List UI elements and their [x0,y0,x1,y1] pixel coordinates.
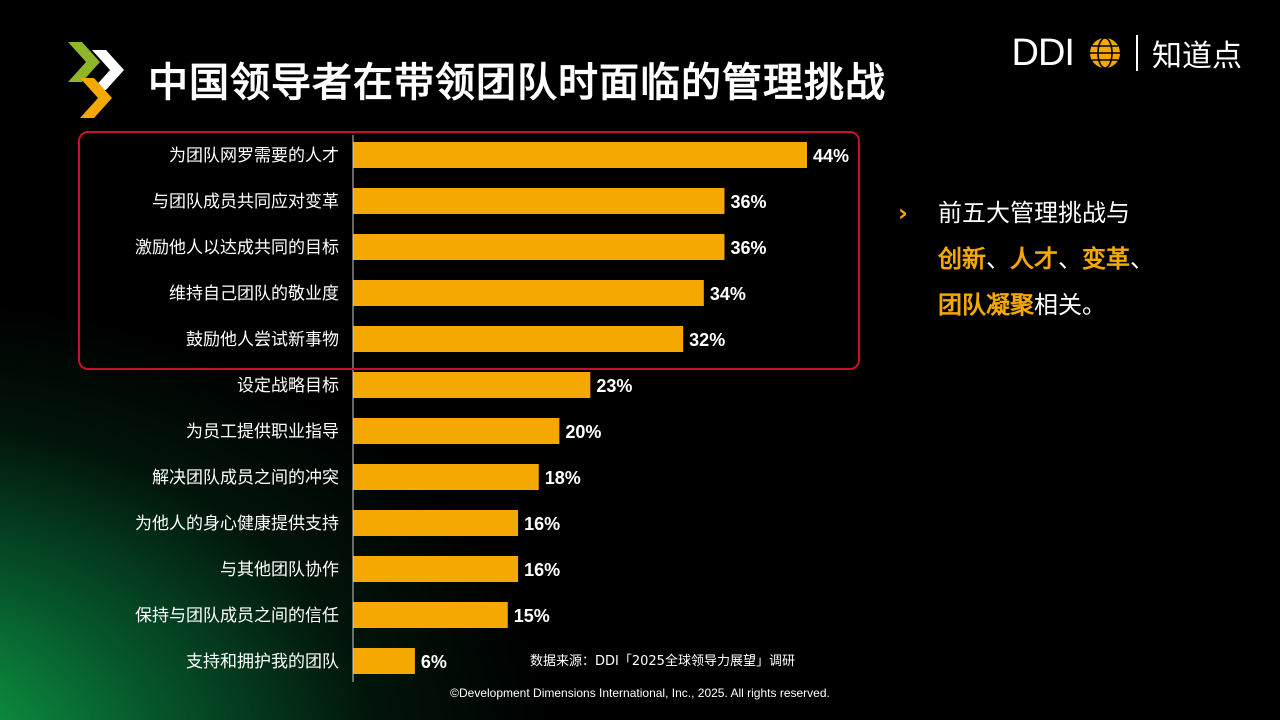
category-label: 激励他人以达成共同的目标 [135,238,339,258]
bar [353,510,519,536]
value-label: 36% [730,192,766,212]
bar [353,464,539,490]
bullet-tail: 相关。 [1034,291,1106,319]
value-label: 16% [524,514,560,534]
data-source-note: 数据来源：DDI「2025全球领导力展望」调研 [530,654,795,669]
bar [353,556,519,582]
ddi-logo: DDI [1011,31,1075,74]
highlight-cohesion: 团队凝聚 [938,291,1034,319]
value-label: 44% [813,146,849,166]
bar [353,418,560,444]
value-label: 20% [565,422,601,442]
bar [353,142,807,168]
copyright-footer: ©Development Dimensions International, I… [450,686,830,700]
bar [353,602,508,628]
category-label: 保持与团队成员之间的信任 [135,606,339,626]
separator-3: 、 [1130,245,1154,273]
category-label: 鼓励他人尝试新事物 [186,330,339,350]
value-label: 32% [689,330,725,350]
value-label: 18% [545,468,581,488]
category-label: 支持和拥护我的团队 [186,652,339,672]
bar [353,234,725,260]
category-label: 设定战略目标 [237,376,339,396]
zhidaodian-logo: 知道点 [1152,39,1242,74]
value-label: 16% [524,560,560,580]
highlight-change: 变革 [1082,245,1130,273]
value-label: 36% [730,238,766,258]
value-label: 15% [514,606,550,626]
top-five-highlight-box [78,131,860,370]
category-label: 为员工提供职业指导 [186,422,339,442]
insight-bullet: › 前五大管理挑战与 创新、人才、变革、 团队凝聚相关。 [898,190,1228,328]
value-label: 23% [596,376,632,396]
value-label: 34% [710,284,746,304]
bar [353,188,725,214]
highlight-talent: 人才 [1010,245,1058,273]
page-title: 中国领导者在带领团队时面临的管理挑战 [148,60,886,106]
chevron-right-icon: › [898,199,908,227]
category-label: 与其他团队协作 [220,560,339,580]
category-label: 为团队网罗需要的人才 [169,146,339,166]
bar [353,372,591,398]
value-label: 6% [421,652,447,672]
bullet-line1: 前五大管理挑战与 [938,199,1130,227]
bar [353,280,704,306]
category-label: 与团队成员共同应对变革 [152,192,339,212]
bar [353,648,415,674]
category-label: 解决团队成员之间的冲突 [152,468,339,488]
separator-1: 、 [986,245,1010,273]
brand-divider [1136,35,1138,71]
highlight-innovation: 创新 [938,245,986,273]
chevron-logo-icon [68,42,124,118]
brand-logos: DDI 知道点 [1012,28,1242,78]
separator-2: 、 [1058,245,1082,273]
bar [353,326,684,352]
category-label: 为他人的身心健康提供支持 [135,514,339,534]
globe-icon [1090,37,1120,69]
category-label: 维持自己团队的敬业度 [169,284,339,304]
